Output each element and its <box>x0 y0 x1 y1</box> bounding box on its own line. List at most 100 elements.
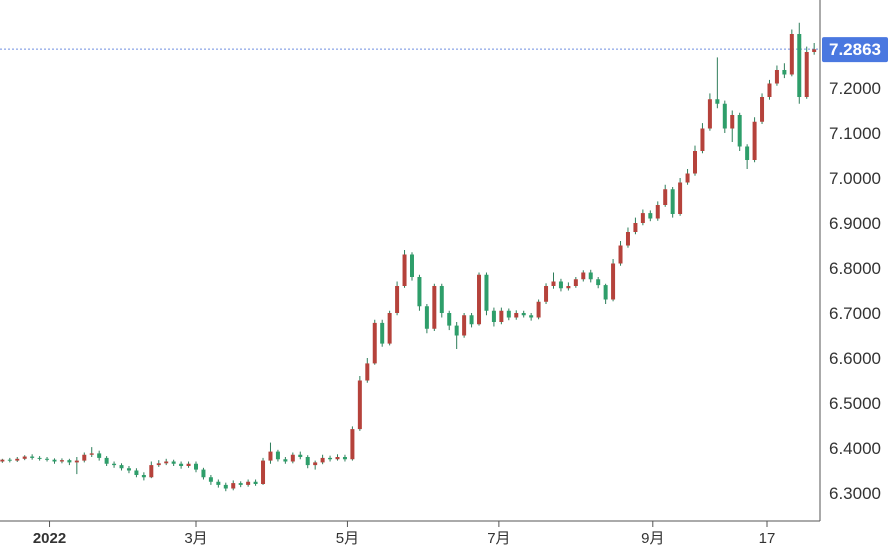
candle-body <box>462 315 467 336</box>
candle <box>685 169 690 185</box>
candle-body <box>387 313 392 344</box>
candle <box>238 481 243 488</box>
candle-body <box>246 481 251 485</box>
candle-body <box>618 245 623 264</box>
candle-body <box>745 146 750 160</box>
candle-body <box>655 205 660 219</box>
candle <box>119 463 124 471</box>
candle-body <box>506 310 511 318</box>
candle <box>804 46 809 99</box>
candle-body <box>521 313 526 316</box>
axes-group <box>0 0 821 522</box>
x-tick-label: 3月 <box>184 530 207 547</box>
candle <box>350 426 355 461</box>
candle <box>179 461 184 469</box>
candle <box>37 456 42 461</box>
last-price-tag-background <box>822 37 888 63</box>
last-price-label: 7.2863 <box>829 40 881 59</box>
candle <box>15 457 20 462</box>
candle-body <box>261 460 266 484</box>
candle-body <box>305 457 310 466</box>
candle <box>618 241 623 266</box>
candle-body <box>365 363 370 381</box>
candle-body <box>625 232 630 246</box>
candle <box>730 110 735 142</box>
candle-body <box>707 99 712 129</box>
candle-body <box>715 99 720 104</box>
candle <box>313 460 318 470</box>
candle-body <box>722 103 727 129</box>
candle-body <box>89 453 94 455</box>
y-tick-label: 6.6000 <box>829 349 881 368</box>
candle <box>767 79 772 100</box>
candle-body <box>201 469 206 478</box>
candle-body <box>484 274 489 311</box>
candle <box>707 93 712 131</box>
candle-body <box>97 453 102 458</box>
candle <box>573 277 578 288</box>
candle <box>774 65 779 86</box>
candle-body <box>179 463 184 466</box>
last-price-tag[interactable]: 7.2863 <box>822 37 888 63</box>
candle-body <box>551 281 556 286</box>
candle <box>715 57 720 109</box>
candle <box>737 112 742 151</box>
candle-body <box>700 128 705 151</box>
candle-body <box>588 272 593 280</box>
candle <box>380 319 385 347</box>
candle-body <box>417 277 422 307</box>
candle <box>89 447 94 457</box>
candle <box>290 452 295 464</box>
candle <box>365 358 370 383</box>
candle <box>7 457 12 463</box>
candle <box>67 458 72 466</box>
candle <box>603 283 608 304</box>
candle <box>484 272 489 316</box>
candle <box>283 457 288 464</box>
candle <box>97 450 102 461</box>
candle <box>700 123 705 154</box>
candle <box>648 210 653 222</box>
candle-body <box>328 457 333 460</box>
x-tick-label: 5月 <box>336 530 359 547</box>
candle <box>499 307 504 325</box>
candle <box>171 459 176 466</box>
candle-body <box>171 461 176 464</box>
candle <box>670 187 675 218</box>
candle <box>529 313 534 321</box>
candle-body <box>782 70 787 75</box>
candle <box>30 454 35 460</box>
candle-body <box>432 286 437 329</box>
candle <box>45 457 50 462</box>
candle-body <box>335 457 340 460</box>
candle-body <box>126 468 131 471</box>
candle <box>82 452 87 463</box>
candle <box>491 307 496 327</box>
candle-body <box>194 463 198 470</box>
candle <box>208 475 213 485</box>
candle-body <box>536 301 541 318</box>
candle <box>253 479 258 486</box>
candle-body <box>439 286 444 313</box>
candle-body <box>350 429 355 460</box>
candle-body <box>342 457 347 460</box>
candle-body <box>760 97 765 122</box>
candle-body <box>789 34 794 75</box>
y-tick-label: 6.7000 <box>829 304 881 323</box>
candle-body <box>238 483 243 485</box>
candle-body <box>797 34 802 97</box>
candle <box>298 451 303 460</box>
candle <box>52 458 57 464</box>
candle <box>454 322 459 349</box>
candle <box>566 282 571 291</box>
candle <box>305 455 310 469</box>
candle-body <box>670 189 675 214</box>
candle <box>328 455 333 462</box>
candle <box>663 184 668 207</box>
candle-body <box>469 315 474 325</box>
candle-body <box>648 213 653 219</box>
candle-body <box>447 313 452 326</box>
candle-body <box>603 285 608 300</box>
x-tick-label: 9月 <box>641 530 664 547</box>
